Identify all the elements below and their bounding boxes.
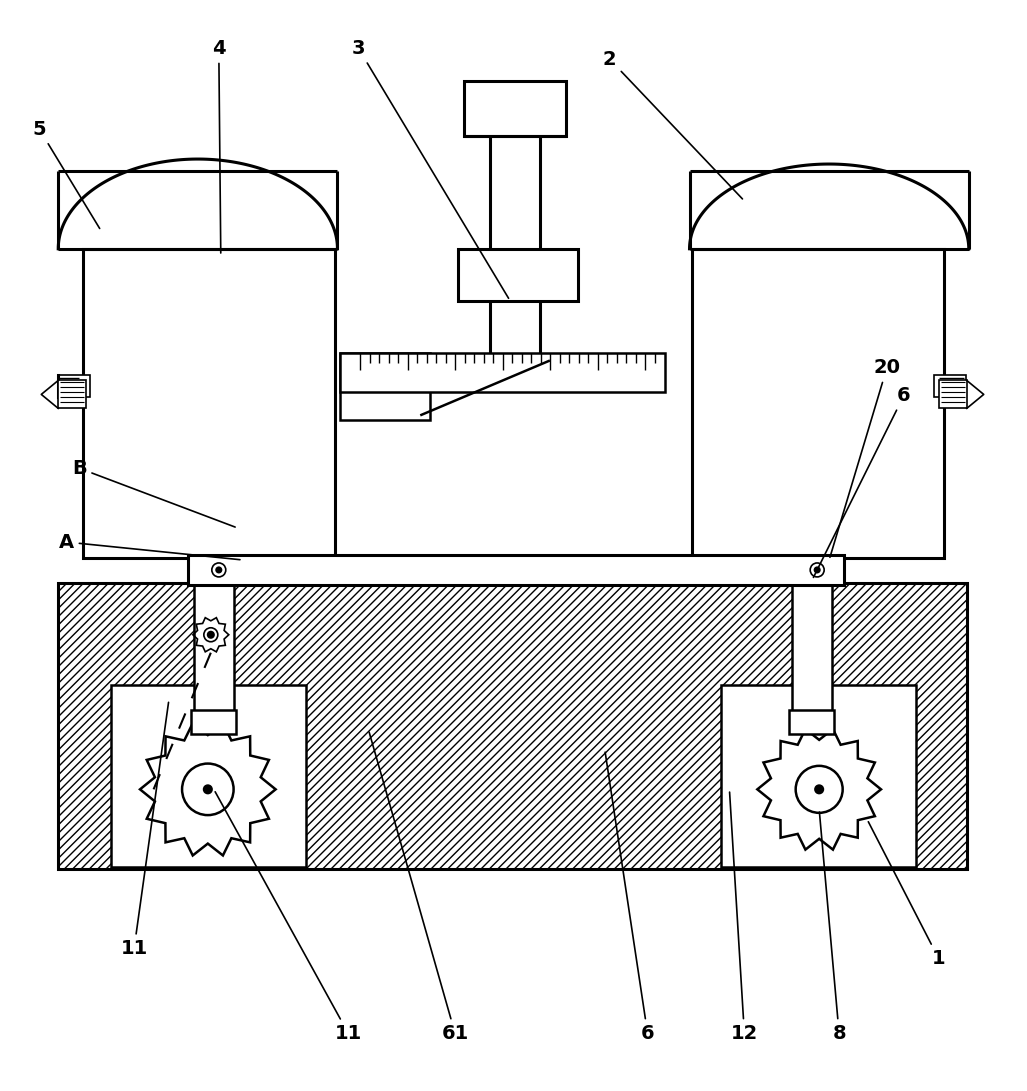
Bar xyxy=(939,381,966,408)
Bar xyxy=(934,375,965,397)
Bar xyxy=(191,709,236,734)
Bar xyxy=(792,560,832,730)
Text: 5: 5 xyxy=(33,120,100,228)
Circle shape xyxy=(207,632,214,638)
Bar xyxy=(194,560,234,730)
Circle shape xyxy=(815,786,824,793)
Circle shape xyxy=(217,567,221,573)
Bar xyxy=(59,381,86,408)
Bar xyxy=(59,375,90,397)
Text: A: A xyxy=(59,532,240,560)
Text: 20: 20 xyxy=(830,358,901,558)
Bar xyxy=(458,249,578,301)
Circle shape xyxy=(203,786,212,793)
Text: 11: 11 xyxy=(120,703,168,958)
Bar xyxy=(188,555,844,585)
Bar xyxy=(464,81,566,136)
Bar xyxy=(341,352,664,393)
Text: 12: 12 xyxy=(729,792,758,1043)
Text: 8: 8 xyxy=(820,812,846,1043)
Circle shape xyxy=(182,764,233,815)
Bar xyxy=(83,249,336,558)
Text: 1: 1 xyxy=(868,822,946,969)
Text: 3: 3 xyxy=(351,39,508,298)
Circle shape xyxy=(212,563,226,577)
Text: 61: 61 xyxy=(369,732,468,1043)
Circle shape xyxy=(814,567,820,573)
Bar xyxy=(691,249,944,558)
Text: 4: 4 xyxy=(212,39,226,253)
Text: 11: 11 xyxy=(215,792,363,1043)
Text: 6: 6 xyxy=(813,386,911,577)
Circle shape xyxy=(810,563,824,577)
Text: 6: 6 xyxy=(605,752,654,1043)
Circle shape xyxy=(203,627,218,642)
Circle shape xyxy=(796,766,843,813)
Bar xyxy=(790,709,834,734)
Text: B: B xyxy=(72,458,235,527)
Text: 2: 2 xyxy=(603,50,743,199)
Bar xyxy=(111,685,306,867)
Bar xyxy=(59,583,966,870)
Bar xyxy=(341,352,430,420)
Bar xyxy=(721,685,916,867)
